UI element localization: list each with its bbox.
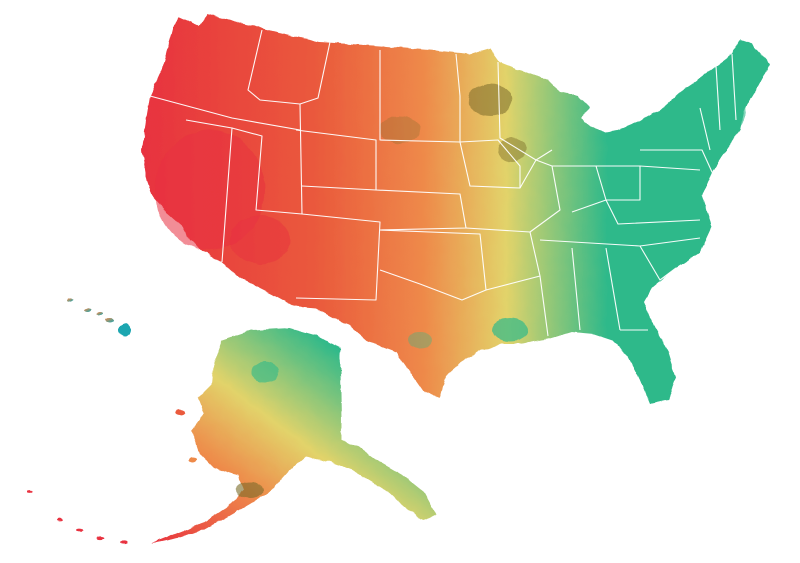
state-border — [497, 61, 553, 161]
contiguous-us-region — [142, 14, 770, 404]
state-border — [247, 29, 303, 215]
state-border — [640, 149, 713, 173]
state-border — [465, 227, 541, 291]
hawaii-big-island — [119, 324, 131, 336]
olive-blotch — [468, 84, 512, 116]
state-border — [715, 65, 721, 131]
state-border — [639, 165, 701, 171]
state-border — [459, 139, 521, 189]
green-blotch — [408, 332, 432, 348]
state-border — [605, 247, 621, 331]
alaska-landmass — [150, 328, 436, 544]
olive-blotch — [380, 116, 420, 144]
state-border — [185, 119, 233, 263]
green-blotch — [492, 318, 528, 342]
red-blotch — [155, 130, 265, 250]
aleutian-island — [57, 518, 63, 522]
state-border — [699, 107, 711, 151]
green-blotch — [674, 80, 746, 140]
state-border — [149, 95, 301, 131]
green-blotch — [251, 362, 279, 382]
state-border — [295, 129, 377, 191]
alaska-island — [175, 409, 185, 415]
hawaii-island — [84, 308, 92, 312]
aleutian-island — [96, 536, 104, 540]
hawaii-island — [106, 317, 114, 323]
hawaii-island — [97, 312, 103, 316]
aleutian-island — [27, 490, 33, 494]
hawaii-island — [67, 298, 73, 302]
state-border — [605, 199, 701, 225]
aleutian-islands — [27, 409, 196, 544]
state-border — [539, 275, 549, 337]
state-border — [639, 245, 677, 281]
state-border — [231, 127, 303, 215]
aleutian-island — [77, 528, 83, 532]
state-border — [552, 165, 607, 213]
alaska-island — [188, 457, 196, 463]
state-border — [571, 247, 581, 331]
olive-blotch — [498, 138, 526, 162]
contiguous-us-landmass — [142, 14, 770, 404]
red-blotch — [230, 216, 290, 264]
state-border — [596, 165, 641, 201]
state-borders — [149, 29, 737, 337]
alaska-region — [27, 328, 436, 544]
aleutian-island — [120, 540, 128, 544]
state-border — [299, 41, 331, 105]
hawaii-region — [67, 298, 131, 336]
state-border — [295, 213, 381, 301]
state-border — [375, 189, 467, 231]
state-border — [379, 229, 487, 301]
olive-blotch — [236, 482, 264, 498]
state-border — [731, 53, 737, 121]
